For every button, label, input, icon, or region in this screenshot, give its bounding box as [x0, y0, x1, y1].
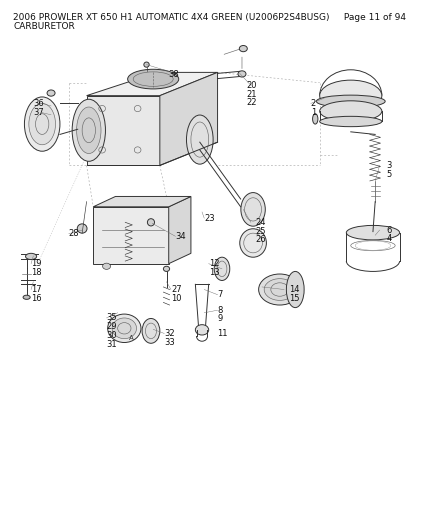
Text: 25: 25 [255, 226, 266, 236]
Text: 19: 19 [31, 259, 42, 268]
Text: 22: 22 [246, 98, 257, 108]
Text: 8: 8 [218, 306, 223, 315]
Ellipse shape [142, 318, 160, 343]
Ellipse shape [127, 69, 178, 89]
Text: 6: 6 [386, 225, 392, 235]
Text: 3: 3 [386, 161, 392, 170]
Text: 23: 23 [204, 214, 215, 223]
Text: CARBURETOR: CARBURETOR [13, 22, 75, 31]
Ellipse shape [320, 80, 382, 111]
Text: 24: 24 [255, 218, 266, 227]
Text: 7: 7 [218, 290, 223, 299]
Ellipse shape [107, 314, 141, 343]
Text: 13: 13 [209, 268, 219, 277]
Text: 16: 16 [31, 294, 42, 303]
Ellipse shape [320, 101, 382, 121]
Ellipse shape [147, 219, 155, 226]
Text: 28: 28 [69, 229, 79, 238]
Text: 4: 4 [386, 234, 392, 244]
Text: 2: 2 [311, 99, 316, 108]
Ellipse shape [112, 318, 137, 339]
Text: 38: 38 [169, 70, 179, 80]
Text: 31: 31 [107, 340, 117, 349]
Text: 9: 9 [218, 314, 223, 324]
Ellipse shape [163, 266, 170, 271]
Ellipse shape [76, 107, 101, 154]
Text: 10: 10 [171, 294, 182, 303]
Text: 12: 12 [209, 259, 219, 268]
Text: 14: 14 [289, 285, 299, 294]
Ellipse shape [103, 263, 111, 269]
Ellipse shape [346, 225, 400, 240]
Text: 27: 27 [171, 285, 182, 294]
Ellipse shape [195, 325, 209, 335]
Polygon shape [93, 196, 191, 207]
Ellipse shape [238, 71, 246, 77]
Ellipse shape [23, 295, 30, 299]
Text: 15: 15 [289, 294, 299, 303]
Text: 21: 21 [246, 89, 257, 99]
Ellipse shape [286, 271, 304, 308]
Text: 32: 32 [164, 329, 175, 338]
Polygon shape [87, 72, 218, 96]
Ellipse shape [186, 115, 213, 164]
Ellipse shape [264, 279, 295, 300]
Text: A: A [129, 334, 133, 341]
Text: 18: 18 [31, 268, 42, 277]
Ellipse shape [47, 90, 55, 96]
Text: 20: 20 [246, 81, 257, 90]
Text: 11: 11 [218, 329, 228, 338]
Text: 36: 36 [33, 99, 44, 108]
Text: 33: 33 [164, 338, 175, 347]
Ellipse shape [240, 229, 266, 257]
Ellipse shape [241, 192, 265, 226]
Text: 26: 26 [255, 235, 266, 245]
Ellipse shape [144, 62, 149, 67]
Text: 17: 17 [31, 285, 42, 294]
Text: 29: 29 [107, 322, 117, 331]
Text: 35: 35 [107, 313, 117, 323]
Polygon shape [169, 196, 191, 264]
Ellipse shape [316, 95, 385, 108]
Ellipse shape [214, 257, 230, 280]
Ellipse shape [25, 253, 36, 260]
Text: 5: 5 [386, 170, 392, 179]
Ellipse shape [72, 99, 106, 161]
Polygon shape [93, 207, 169, 264]
Ellipse shape [320, 116, 382, 127]
Text: 2006 PROWLER XT 650 H1 AUTOMATIC 4X4 GREEN (U2006P2S4BUSG)     Page 11 of 94: 2006 PROWLER XT 650 H1 AUTOMATIC 4X4 GRE… [13, 13, 406, 22]
Text: 37: 37 [33, 108, 44, 117]
Ellipse shape [239, 45, 247, 52]
Ellipse shape [29, 103, 56, 145]
Text: 1: 1 [311, 108, 316, 117]
Polygon shape [87, 96, 160, 165]
Ellipse shape [258, 274, 301, 305]
Ellipse shape [77, 224, 87, 233]
Ellipse shape [313, 114, 318, 124]
Text: 30: 30 [107, 331, 117, 340]
Polygon shape [160, 72, 218, 165]
Text: 34: 34 [175, 232, 186, 241]
Ellipse shape [24, 97, 60, 151]
